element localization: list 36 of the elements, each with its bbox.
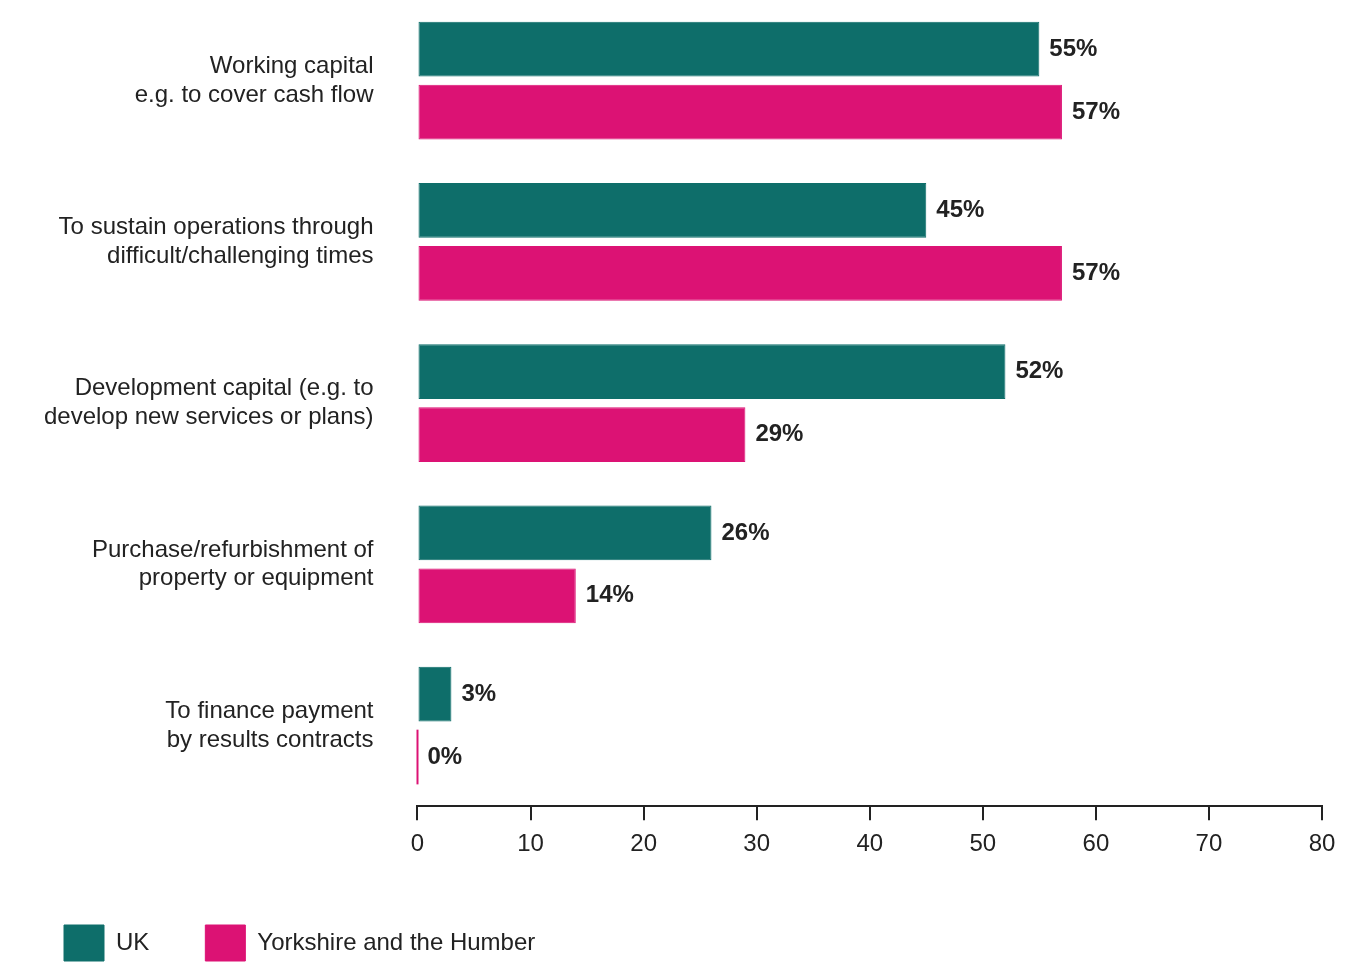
x-tick-label: 50 — [969, 829, 997, 857]
y-tick-label: To sustain operations through difficult/challenging times — [58, 212, 374, 268]
x-tick-label: 10 — [517, 829, 544, 857]
data-label: 45% — [936, 195, 985, 223]
x-tick-label: 20 — [630, 829, 657, 857]
legend-label: Yorkshire and the Humber — [257, 927, 536, 955]
x-tick-label: 40 — [856, 829, 884, 857]
bar — [418, 568, 576, 624]
data-label: 0% — [427, 741, 463, 769]
legend-label: UK — [116, 927, 150, 955]
data-label: 55% — [1049, 33, 1098, 61]
bar — [418, 407, 746, 462]
bar — [418, 21, 1040, 77]
bar — [418, 245, 1062, 301]
bar — [418, 183, 927, 238]
data-label: 57% — [1071, 96, 1120, 124]
x-tick-label: 60 — [1082, 829, 1110, 857]
data-label: 26% — [721, 517, 770, 545]
bar — [416, 729, 419, 785]
y-tick-label: Purchase/refurbishment of property or equipment — [92, 534, 374, 591]
bar — [418, 505, 712, 561]
y-tick-label: Development capital (e.g. to develop new services or plans) — [44, 373, 374, 430]
bar — [418, 344, 1006, 400]
y-tick-label: To finance payment by results contracts — [165, 695, 374, 752]
data-label: 29% — [755, 419, 804, 447]
x-tick-label: 70 — [1195, 829, 1223, 857]
y-tick-label: Working capital e.g. to cover cash flow — [134, 50, 375, 107]
x-tick-label: 0 — [410, 829, 425, 857]
x-tick-label: 30 — [743, 829, 771, 857]
data-label: 14% — [585, 580, 634, 608]
data-label: 52% — [1015, 356, 1064, 384]
bar — [418, 666, 452, 722]
bar — [418, 84, 1062, 140]
x-tick-label: 80 — [1308, 829, 1336, 857]
data-label: 3% — [461, 678, 497, 706]
data-label: 57% — [1071, 257, 1120, 285]
